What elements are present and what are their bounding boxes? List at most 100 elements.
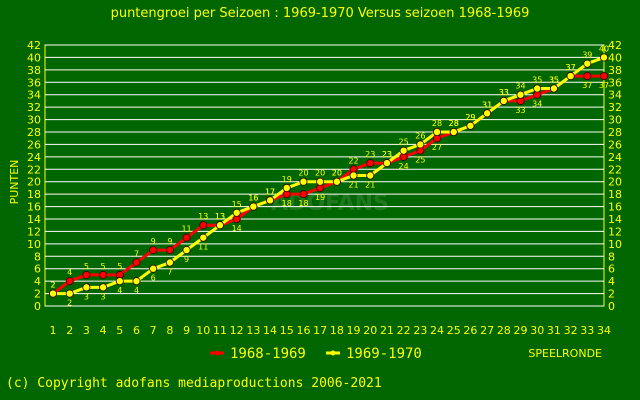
- data-label: 2: [67, 299, 72, 308]
- x-tick-label: 1: [50, 324, 57, 337]
- data-point: [49, 289, 58, 298]
- data-label: 19: [282, 175, 292, 184]
- y-tick-label-right: 12: [608, 225, 622, 238]
- y-tick-label-right: 26: [608, 138, 622, 151]
- x-tick-label: 32: [564, 324, 578, 337]
- y-tick-label-right: 20: [608, 176, 622, 189]
- data-point: [566, 72, 575, 81]
- y-tick-label-right: 16: [608, 201, 622, 214]
- data-label: 29: [465, 113, 475, 122]
- data-label: 5: [101, 262, 106, 271]
- x-tick-label: 28: [497, 324, 511, 337]
- y-tick-label-right: 10: [608, 238, 622, 251]
- chart-title: puntengroei per Seizoen : 1969-1970 Vers…: [111, 6, 530, 21]
- data-point: [316, 177, 325, 186]
- x-tick-label: 19: [347, 324, 361, 337]
- data-label: 25: [399, 138, 409, 147]
- x-tick-label: 3: [83, 324, 90, 337]
- data-point: [182, 246, 191, 255]
- data-label: 35: [549, 76, 559, 85]
- data-label: 34: [532, 100, 542, 109]
- y-tick-label-left: 40: [27, 51, 41, 64]
- data-label: 33: [499, 88, 509, 97]
- data-point: [299, 177, 308, 186]
- data-label: 27: [432, 143, 442, 152]
- x-tick-label: 10: [196, 324, 210, 337]
- data-point: [132, 258, 141, 267]
- data-point: [99, 270, 108, 279]
- data-point: [382, 159, 391, 168]
- data-label: 39: [582, 51, 592, 60]
- x-tick-label: 23: [413, 324, 427, 337]
- legend-marker: [214, 350, 220, 356]
- data-point: [199, 233, 208, 242]
- data-label: 4: [134, 286, 139, 295]
- y-tick-label-left: 34: [27, 89, 41, 102]
- y-tick-label-right: 18: [608, 188, 622, 201]
- y-tick-label-left: 28: [27, 126, 41, 139]
- data-point: [132, 277, 141, 286]
- data-point: [199, 221, 208, 230]
- data-label: 9: [151, 237, 156, 246]
- data-label: 15: [232, 200, 242, 209]
- data-label: 26: [415, 131, 425, 140]
- data-label: 17: [265, 187, 275, 196]
- x-tick-label: 2: [66, 324, 73, 337]
- data-label: 34: [515, 82, 525, 91]
- data-point: [232, 208, 241, 217]
- y-tick-label-left: 20: [27, 176, 41, 189]
- y-tick-label-right: 24: [608, 151, 622, 164]
- x-tick-label: 17: [313, 324, 327, 337]
- data-point: [399, 146, 408, 155]
- y-tick-label-right: 32: [608, 101, 622, 114]
- y-tick-label-right: 28: [608, 126, 622, 139]
- data-point: [499, 96, 508, 105]
- x-tick-label: 24: [430, 324, 444, 337]
- data-label: 33: [515, 106, 525, 115]
- y-tick-label-left: 6: [34, 263, 41, 276]
- y-tick-label-left: 32: [27, 101, 41, 114]
- data-label: 31: [482, 100, 492, 109]
- y-tick-label-left: 2: [34, 288, 41, 301]
- data-point: [600, 72, 609, 81]
- data-point: [516, 90, 525, 99]
- data-label: 18: [282, 199, 292, 208]
- data-label: 23: [365, 150, 375, 159]
- data-label: 21: [348, 181, 358, 190]
- data-label: 20: [332, 169, 342, 178]
- data-point: [366, 159, 375, 168]
- x-tick-label: 30: [530, 324, 544, 337]
- y-tick-label-left: 4: [34, 275, 41, 288]
- x-tick-label: 18: [330, 324, 344, 337]
- x-axis-label: SPEELRONDE: [528, 347, 602, 360]
- x-tick-label: 26: [463, 324, 477, 337]
- data-label: 21: [365, 181, 375, 190]
- data-label: 13: [215, 212, 225, 221]
- y-tick-label-right: 2: [608, 288, 615, 301]
- data-label: 20: [298, 169, 308, 178]
- y-tick-label-right: 8: [608, 250, 615, 263]
- data-label: 35: [532, 76, 542, 85]
- x-tick-label: 27: [480, 324, 494, 337]
- data-label: 24: [399, 162, 409, 171]
- data-label: 16: [248, 194, 258, 203]
- data-point: [483, 109, 492, 118]
- y-tick-label-right: 4: [608, 275, 615, 288]
- x-tick-label: 12: [230, 324, 244, 337]
- data-label: 33: [499, 88, 509, 97]
- y-tick-label-left: 16: [27, 201, 41, 214]
- data-label: 5: [117, 262, 122, 271]
- y-tick-label-right: 40: [608, 51, 622, 64]
- data-label: 19: [315, 193, 325, 202]
- series-line: [53, 56, 605, 296]
- y-tick-label-left: 0: [34, 300, 41, 313]
- data-point: [466, 121, 475, 130]
- y-tick-label-right: 36: [608, 76, 622, 89]
- series-line: [52, 74, 604, 295]
- x-tick-label: 5: [116, 324, 123, 337]
- y-tick-label-left: 22: [27, 163, 41, 176]
- data-label: 11: [198, 243, 208, 252]
- x-tick-label: 11: [213, 324, 227, 337]
